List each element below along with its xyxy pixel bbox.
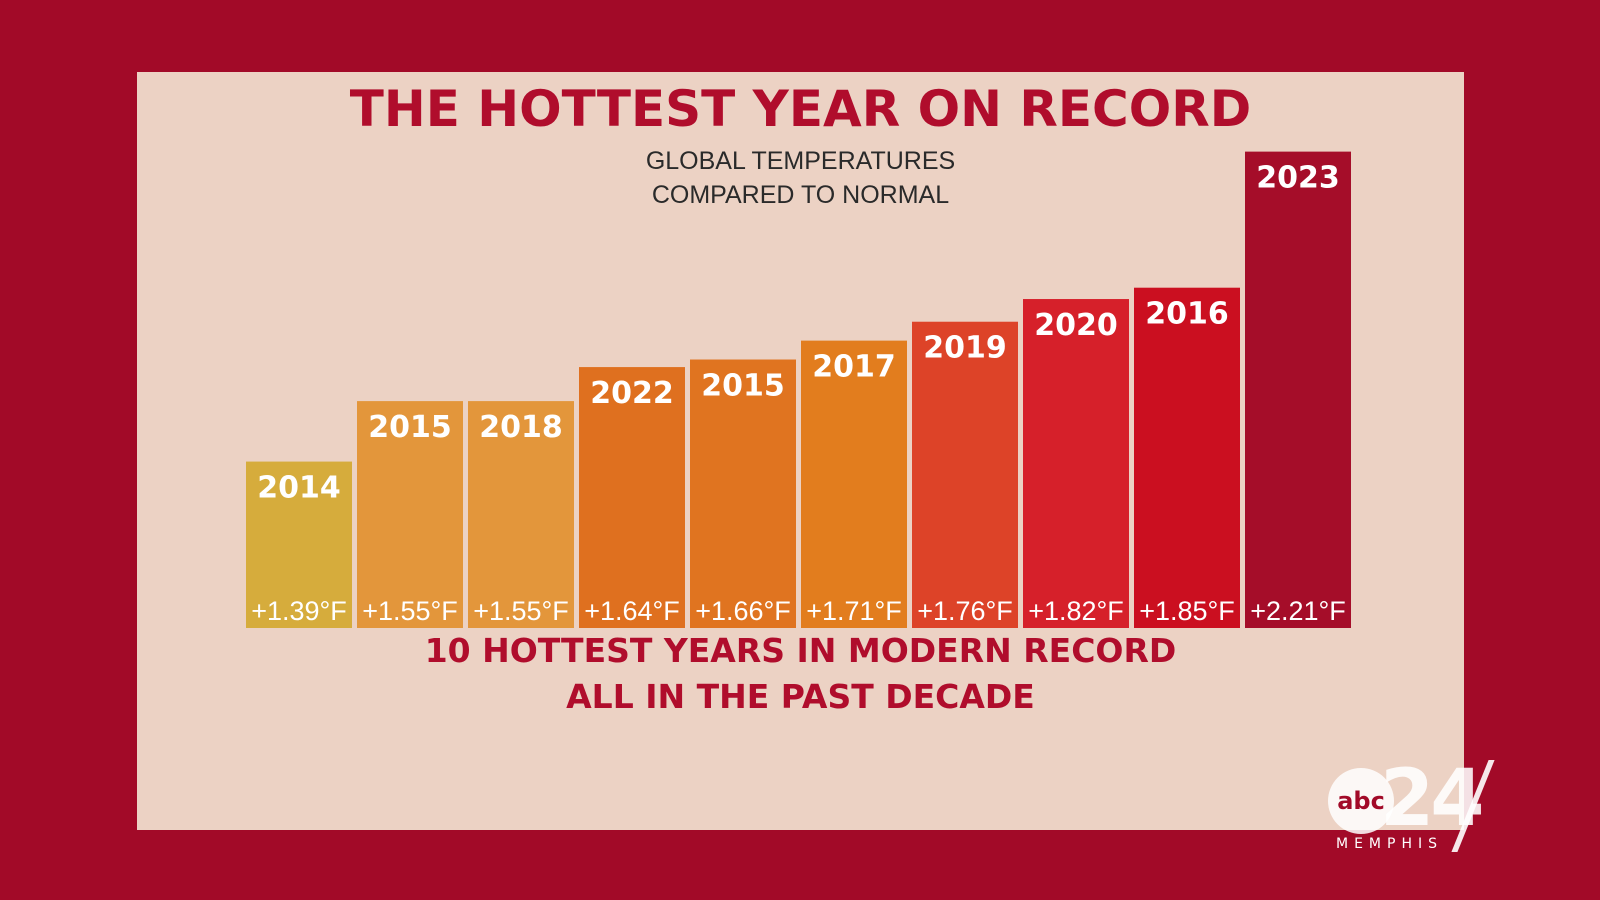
bar-year-label-3: 2022 bbox=[590, 376, 674, 411]
bar-7 bbox=[1023, 299, 1129, 628]
bar-4 bbox=[690, 359, 796, 628]
bar-0 bbox=[246, 461, 352, 628]
bar-value-label-5: +1.71°F bbox=[806, 596, 902, 626]
chart-footer: 10 HOTTEST YEARS IN MODERN RECORD ALL IN… bbox=[137, 628, 1464, 720]
station-logo: abc 24 MEMPHIS bbox=[1320, 754, 1540, 860]
chart-subtitle: GLOBAL TEMPERATURES COMPARED TO NORMAL bbox=[137, 144, 1464, 212]
bar-year-label-6: 2019 bbox=[923, 331, 1007, 366]
station-city: MEMPHIS bbox=[1336, 836, 1443, 852]
bar-value-label-7: +1.82°F bbox=[1028, 596, 1124, 626]
footer-line-2: ALL IN THE PAST DECADE bbox=[566, 677, 1035, 716]
bar-year-label-7: 2020 bbox=[1034, 308, 1118, 343]
bar-year-label-4: 2015 bbox=[701, 369, 785, 404]
bar-value-label-2: +1.55°F bbox=[473, 596, 569, 626]
bar-value-label-0: +1.39°F bbox=[251, 596, 347, 626]
bar-1 bbox=[357, 401, 463, 628]
bar-year-label-1: 2015 bbox=[368, 410, 452, 445]
bar-value-label-4: +1.66°F bbox=[695, 596, 791, 626]
chart-panel: THE HOTTEST YEAR ON RECORD GLOBAL TEMPER… bbox=[137, 72, 1464, 830]
subtitle-line-1: GLOBAL TEMPERATURES bbox=[645, 147, 956, 175]
chart-title: THE HOTTEST YEAR ON RECORD bbox=[349, 80, 1252, 138]
bar-value-label-3: +1.64°F bbox=[584, 596, 680, 626]
bar-value-label-6: +1.76°F bbox=[917, 596, 1013, 626]
bar-year-label-5: 2017 bbox=[812, 350, 896, 385]
bar-9 bbox=[1245, 151, 1351, 628]
bar-year-label-8: 2016 bbox=[1145, 297, 1229, 332]
bar-chart: 2014 +1.39°F 2015 +1.55°F 2018 +1.55°F 2022 +1.… bbox=[246, 151, 1351, 628]
abc-logo-icon: abc bbox=[1328, 768, 1394, 834]
bar-year-label-9: 2023 bbox=[1256, 161, 1340, 196]
bar-value-label-1: +1.55°F bbox=[362, 596, 458, 626]
footer-line-1: 10 HOTTEST YEARS IN MODERN RECORD bbox=[424, 631, 1177, 670]
bar-value-label-8: +1.85°F bbox=[1139, 596, 1235, 626]
bar-value-label-9: +2.21°F bbox=[1250, 596, 1346, 626]
bar-5 bbox=[801, 340, 907, 628]
bar-2 bbox=[468, 401, 574, 628]
bar-3 bbox=[579, 367, 685, 628]
subtitle-line-2: COMPARED TO NORMAL bbox=[651, 181, 950, 209]
channel-number: 24 bbox=[1380, 754, 1485, 844]
bar-6 bbox=[912, 321, 1018, 628]
bar-year-label-2: 2018 bbox=[479, 410, 563, 445]
bar-8 bbox=[1134, 287, 1240, 628]
bar-year-label-0: 2014 bbox=[257, 471, 341, 506]
